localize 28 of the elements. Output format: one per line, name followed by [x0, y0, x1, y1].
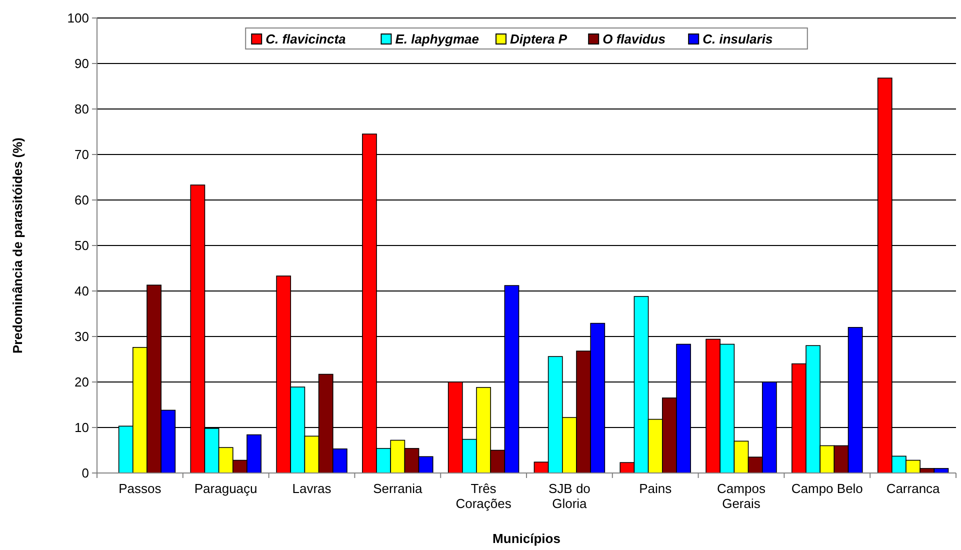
x-tick-label: Campo Belo: [791, 481, 863, 496]
x-tick-label: Três Corações: [456, 481, 512, 511]
x-tick-label: Carranca: [886, 481, 941, 496]
legend-label: Diptera P: [510, 32, 568, 46]
y-tick-label: 60: [74, 192, 89, 208]
y-tick-label: 80: [74, 102, 89, 117]
x-tick-label: Paraguaçu: [194, 481, 258, 496]
legend-label: O flavidus: [602, 32, 666, 46]
y-tick-label: 90: [74, 56, 89, 72]
y-axis-title: Predominância de parasitóides (%): [10, 137, 25, 354]
x-tick-label: Lavras: [292, 481, 332, 496]
x-tick-label: Pains: [639, 481, 672, 496]
x-tick-label: Passos: [118, 481, 162, 496]
y-tick-label: 0: [82, 466, 89, 481]
y-tick-label: 10: [74, 420, 89, 436]
y-tick-label: 50: [74, 238, 89, 254]
x-tick-label: Campos Gerais: [717, 481, 766, 511]
y-tick-label: 30: [74, 329, 89, 344]
y-tick-label: 20: [74, 374, 89, 390]
x-tick-label: SJB do Gloria: [548, 481, 590, 511]
y-tick-label: 70: [74, 147, 89, 162]
y-tick-label: 100: [67, 10, 89, 26]
x-axis-title: Municípios: [492, 531, 560, 546]
legend-label: E. laphygmae: [395, 32, 480, 46]
legend-label: C. insularis: [702, 32, 773, 46]
y-tick-label: 40: [74, 284, 89, 299]
x-tick-label: Serrania: [373, 481, 423, 496]
legend-label: C. flavicincta: [266, 32, 346, 46]
